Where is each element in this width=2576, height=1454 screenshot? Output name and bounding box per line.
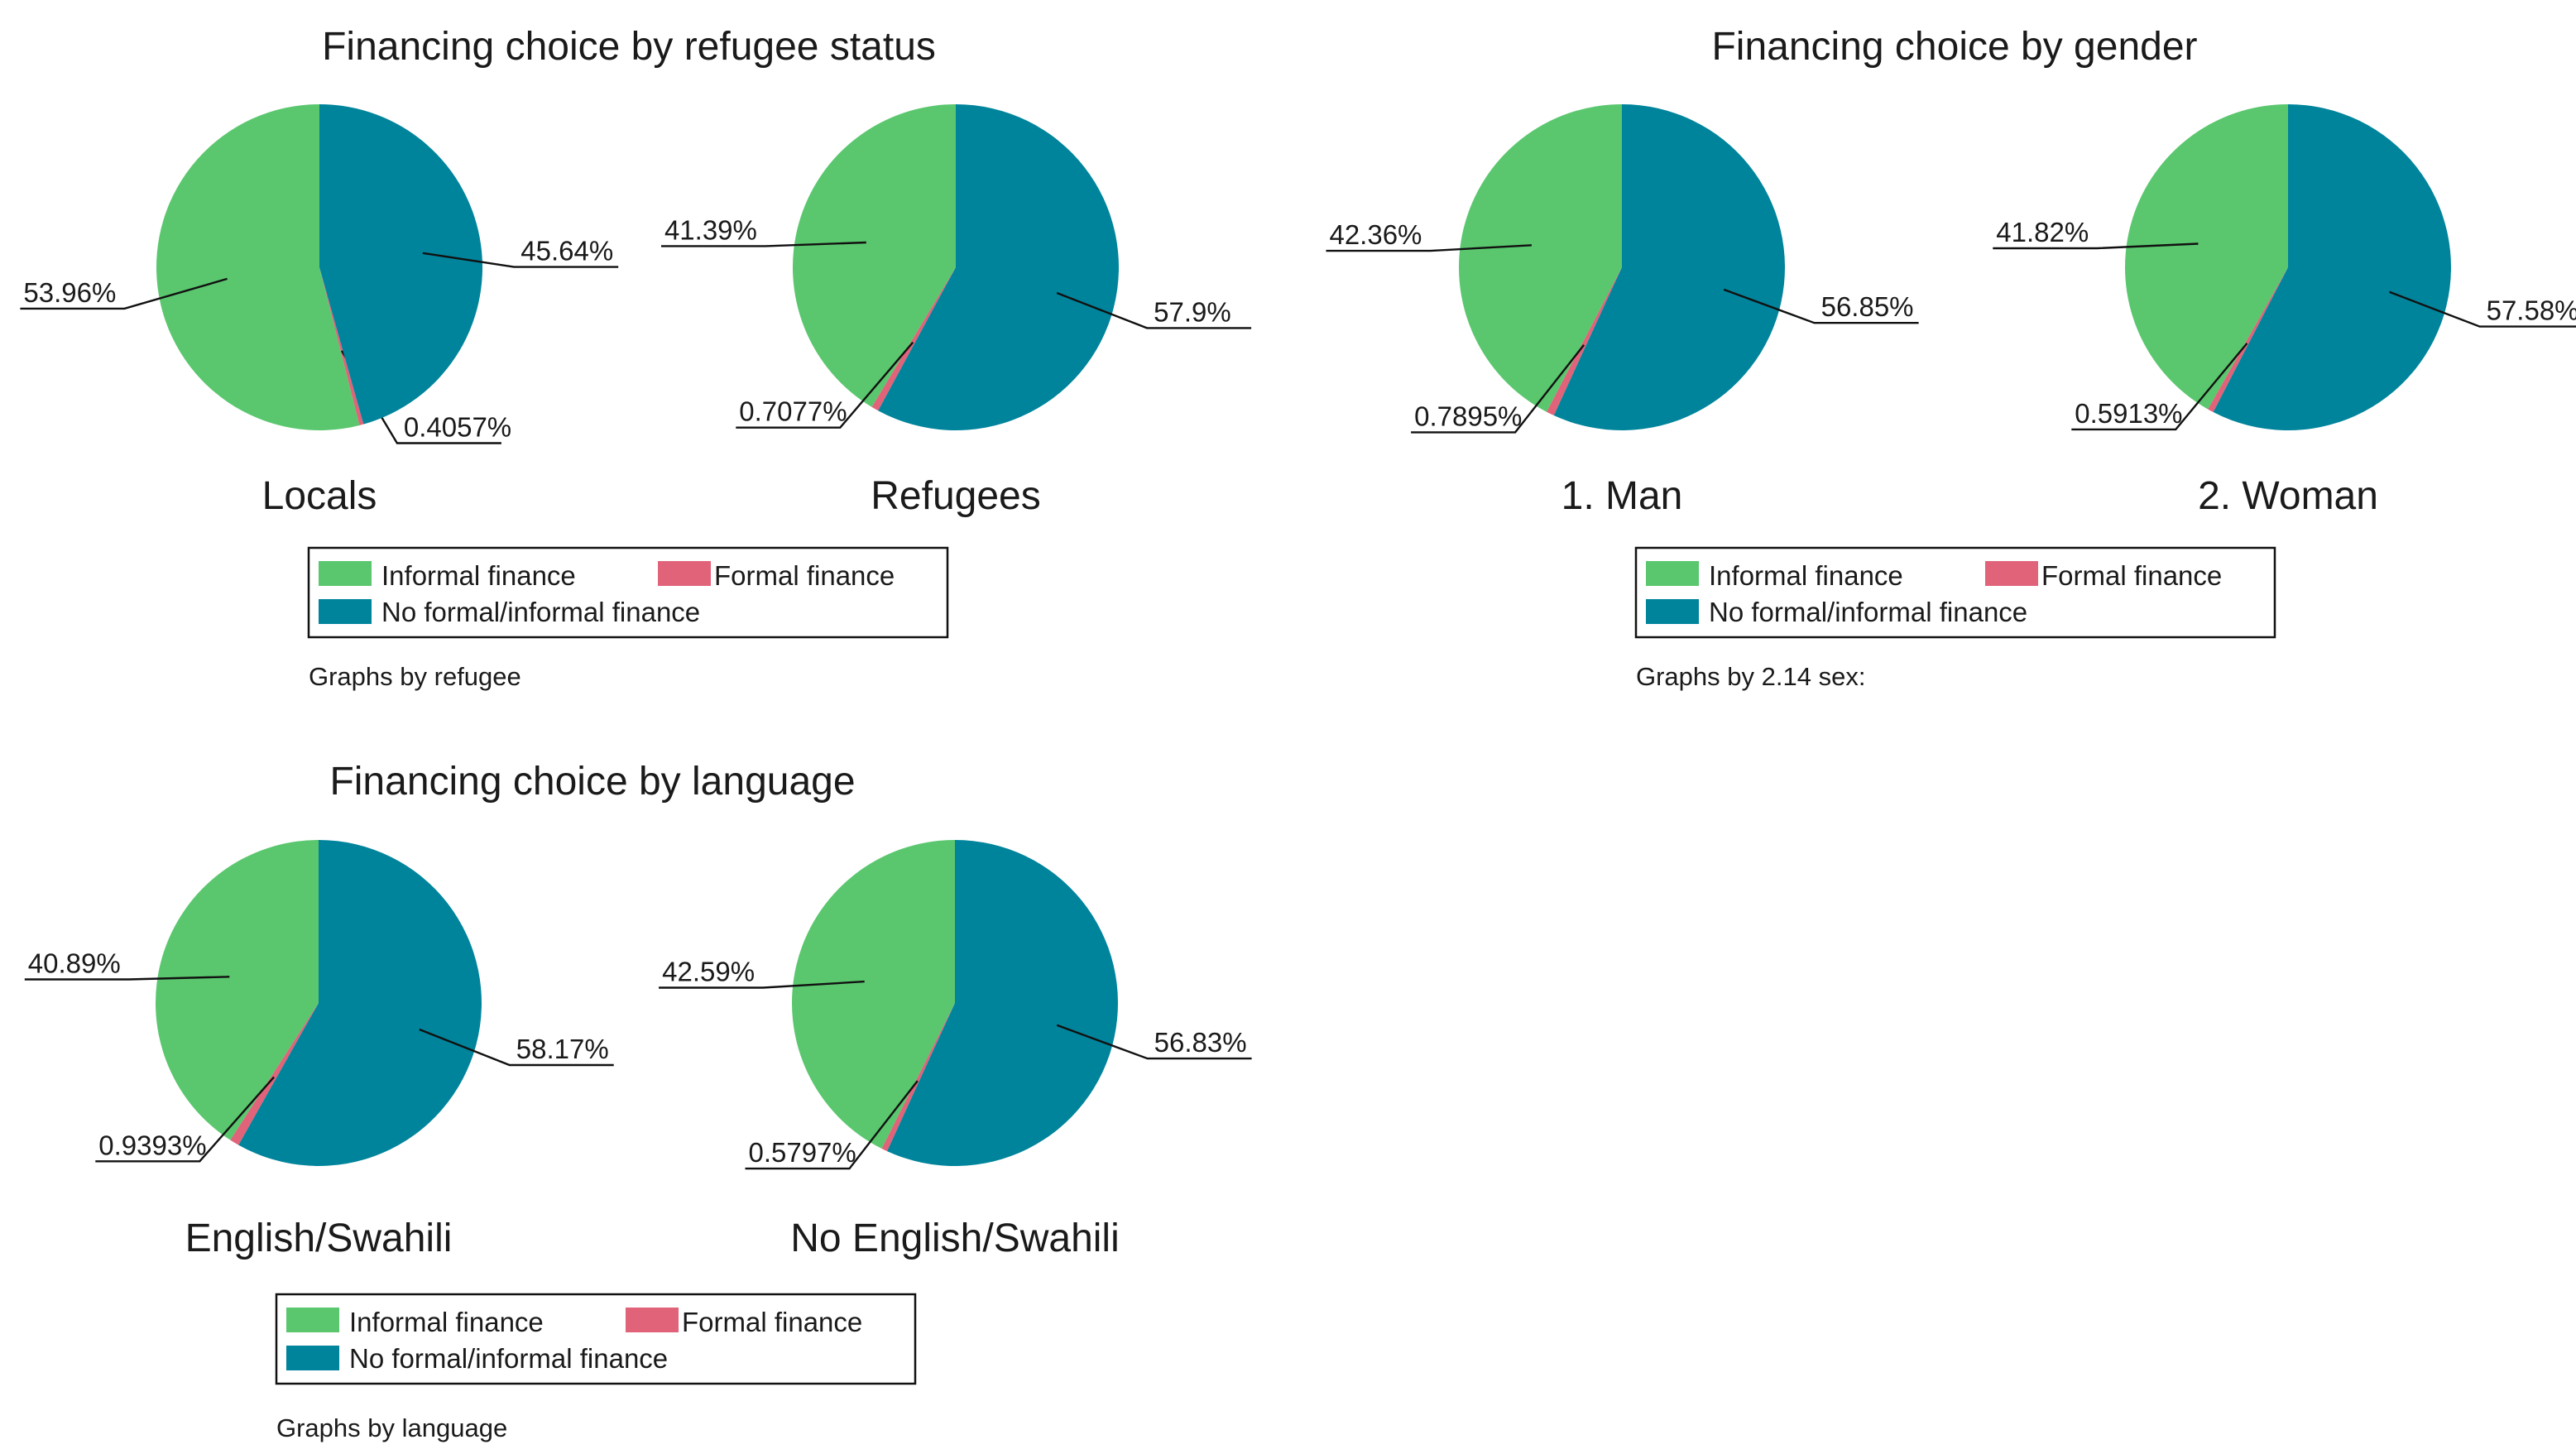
value-label-informal: 41.82% — [1996, 217, 2089, 247]
leader-line — [1411, 344, 1585, 434]
value-label-none: 56.85% — [1821, 291, 1914, 322]
leader-line — [1326, 244, 1532, 252]
pie-label: No English/Swahili — [790, 1216, 1120, 1260]
pie-slice-formal — [2208, 267, 2288, 413]
leader-line — [20, 277, 228, 310]
legend-swatch-informal — [1646, 561, 1699, 586]
legend: Informal finance Formal finance No formal/… — [275, 1293, 917, 1385]
legend-label-none: No formal/informal finance — [1709, 597, 2027, 627]
legend-label-none: No formal/informal finance — [349, 1343, 668, 1374]
pie-slice-formal — [230, 1003, 319, 1145]
legend-swatch-none — [1646, 599, 1699, 624]
pie-slice-formal — [319, 267, 364, 425]
legend-frame — [275, 1293, 917, 1385]
leader-line — [95, 1076, 276, 1163]
value-label-formal: 0.5797% — [748, 1137, 856, 1168]
value-label-informal: 41.39% — [664, 214, 757, 245]
pie-label: Locals — [262, 474, 377, 518]
leader-line — [2071, 343, 2248, 431]
chart-title: Financing choice by language — [329, 760, 855, 804]
leader-line — [2389, 290, 2576, 328]
legend-swatch-informal — [319, 561, 372, 586]
legend-swatch-none — [286, 1346, 339, 1370]
value-label-informal: 42.36% — [1329, 219, 1422, 250]
leader-line — [1056, 291, 1252, 329]
pie-slice-formal — [881, 1003, 955, 1152]
legend: Informal finance Formal finance No formal/… — [307, 546, 949, 639]
value-label-none: 57.9% — [1154, 296, 1231, 327]
chart-title: Financing choice by refugee status — [322, 25, 936, 69]
leader-line — [1993, 242, 2199, 250]
pie-slice-formal — [1547, 267, 1622, 416]
leader-line — [24, 976, 230, 981]
graphs-by-note: Graphs by 2.14 sex: — [1636, 662, 1865, 691]
pie-slice-none — [878, 104, 1119, 430]
value-label-none: 58.17% — [516, 1034, 609, 1064]
leader-line — [661, 241, 866, 247]
pie-slice-informal — [792, 840, 955, 1149]
pie-3-1: 40.89% 0.9393% 58.17% English/Swahili — [24, 840, 614, 1260]
value-label-formal: 0.7077% — [739, 396, 847, 427]
legend-swatch-formal — [1985, 561, 2038, 586]
pie-slice-informal — [2125, 104, 2288, 410]
value-label-formal: 0.7895% — [1414, 401, 1522, 431]
legend-label-informal: Informal finance — [381, 560, 576, 591]
value-label-formal: 0.4057% — [404, 412, 511, 443]
pie-1-2: 41.39% 0.7077% 57.9% Refugees — [661, 104, 1252, 518]
pie-slice-formal — [871, 267, 956, 411]
chart-panel-2: Financing choice by gender 42.36% 0.7895% 5… — [1326, 25, 2576, 691]
pie-slice-none — [319, 104, 483, 425]
pie-slice-none — [2213, 104, 2451, 430]
leader-line — [659, 980, 865, 989]
chart-panel-3: Financing choice by language 40.89% 0.9393… — [24, 760, 1252, 1442]
legend-swatch-informal — [286, 1308, 339, 1332]
pie-1-1: 53.96% 0.4057% 45.64% Locals — [20, 104, 619, 518]
leader-line — [745, 1080, 919, 1170]
value-label-none: 57.58% — [2487, 295, 2576, 326]
value-label-informal: 53.96% — [23, 277, 116, 308]
pie-slice-informal — [156, 840, 319, 1140]
pie-slice-informal — [156, 104, 360, 431]
pie-2-2: 41.82% 0.5913% 57.58% 2. Woman — [1993, 104, 2576, 518]
value-label-informal: 40.89% — [28, 948, 121, 978]
pie-slice-informal — [1458, 103, 1622, 412]
legend-label-informal: Informal finance — [349, 1307, 544, 1337]
legend-swatch-formal — [658, 561, 711, 586]
pie-slice-none — [1553, 103, 1786, 430]
leader-line — [419, 1028, 614, 1067]
value-label-informal: 42.59% — [662, 956, 755, 986]
pie-slice-none — [887, 840, 1118, 1166]
value-label-none: 56.83% — [1154, 1027, 1247, 1058]
legend-label-formal: Formal finance — [682, 1307, 862, 1337]
legend-frame — [1634, 546, 2276, 639]
chart-panel-1: Financing choice by refugee status 53.96%… — [20, 25, 1252, 691]
pie-slice-informal — [792, 104, 956, 407]
leader-line — [1056, 1024, 1252, 1060]
pie-2-1: 42.36% 0.7895% 56.85% 1. Man — [1326, 103, 1919, 518]
pie-label: 2. Woman — [2198, 474, 2378, 518]
leader-line — [1723, 288, 1919, 324]
legend-frame — [307, 546, 949, 639]
value-label-formal: 0.5913% — [2075, 398, 2182, 429]
legend: Informal finance Formal finance No formal/… — [1634, 546, 2276, 639]
pie-3-2: 42.59% 0.5797% 56.83% No English/Swahili — [659, 840, 1252, 1260]
chart-title: Financing choice by gender — [1711, 25, 2197, 69]
legend-label-none: No formal/informal finance — [381, 597, 700, 627]
value-label-none: 45.64% — [520, 236, 613, 266]
value-label-formal: 0.9393% — [98, 1130, 206, 1160]
pie-slice-none — [238, 840, 482, 1166]
legend-label-informal: Informal finance — [1709, 560, 1903, 591]
legend-swatch-none — [319, 599, 372, 624]
graphs-by-note: Graphs by language — [276, 1413, 507, 1442]
legend-label-formal: Formal finance — [714, 560, 895, 591]
leader-line — [736, 341, 914, 429]
pie-label: 1. Man — [1561, 474, 1683, 518]
leader-line — [422, 252, 619, 268]
legend-swatch-formal — [626, 1308, 679, 1332]
graphs-by-note: Graphs by refugee — [309, 662, 521, 691]
legend-label-formal: Formal finance — [2041, 560, 2222, 591]
pie-label: English/Swahili — [185, 1216, 453, 1260]
pie-label: Refugees — [871, 474, 1040, 518]
